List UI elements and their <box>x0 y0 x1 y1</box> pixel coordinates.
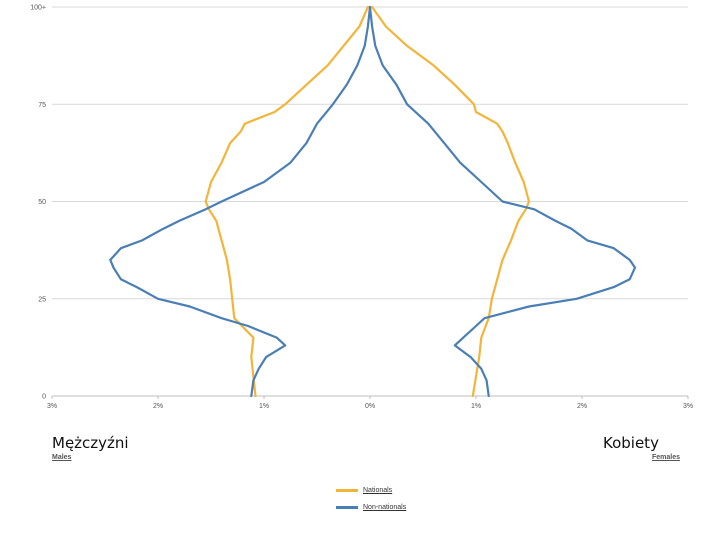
females-axis-label: Females <box>652 454 681 461</box>
x-axis-ticks: 3% 2% 1% 0% 1% 2% 3% <box>47 396 693 410</box>
legend-swatch-non-nationals <box>336 506 358 509</box>
series-line-nationals-females <box>371 5 531 398</box>
x-tick-label: 3% <box>47 403 57 410</box>
series-line-non-nationals-males <box>109 5 372 398</box>
grid <box>52 6 688 397</box>
legend-item-non-nationals: Non-nationals <box>336 504 406 511</box>
series-line-nationals-males <box>204 5 369 398</box>
series-lines <box>109 5 637 398</box>
females-label-large: Kobiety <box>603 434 659 452</box>
males-label-large: Mężczyźni <box>52 434 129 452</box>
legend-label-non-nationals: Non-nationals <box>363 504 407 511</box>
legend-item-nationals: Nationals <box>336 487 392 494</box>
series-line-non-nationals-females <box>368 5 637 398</box>
x-tick-label: 1% <box>471 403 481 410</box>
legend-label-nationals: Nationals <box>363 487 393 494</box>
y-axis-ticks: 0 25 50 75 100+ <box>30 5 46 401</box>
x-tick-label: 2% <box>153 403 163 410</box>
x-tick-label: 3% <box>683 403 693 410</box>
x-tick-label: 0% <box>365 403 375 410</box>
males-axis-label: Males <box>52 454 72 461</box>
y-tick-label: 75 <box>38 102 46 109</box>
y-tick-label: 50 <box>38 199 46 206</box>
x-tick-label: 2% <box>577 403 587 410</box>
y-tick-label: 0 <box>42 394 46 401</box>
y-tick-label: 100+ <box>30 5 46 12</box>
x-tick-label: 1% <box>259 403 269 410</box>
legend-swatch-nationals <box>336 489 358 492</box>
y-tick-label: 25 <box>38 296 46 303</box>
